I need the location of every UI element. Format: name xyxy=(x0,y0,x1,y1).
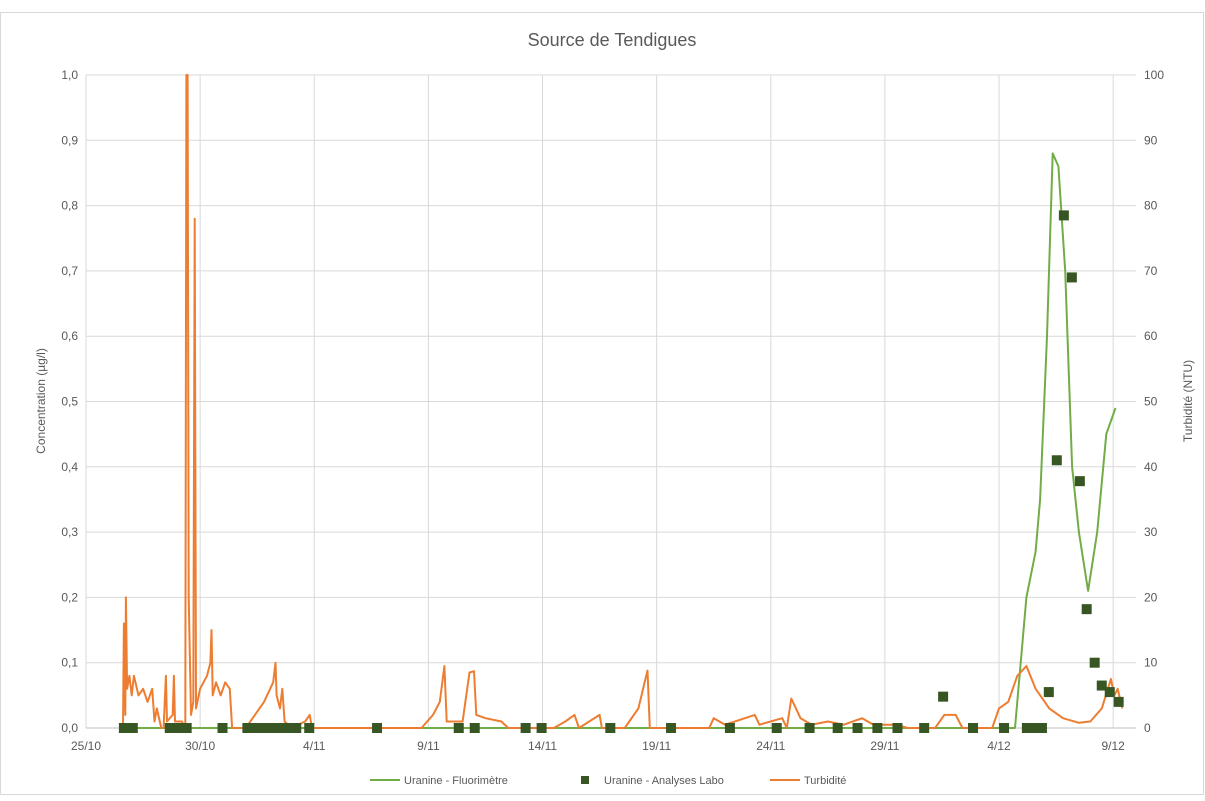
scatter-point xyxy=(968,723,979,733)
x-tick-label: 14/11 xyxy=(528,739,557,753)
y-tick-label: 0,1 xyxy=(61,656,78,670)
scatter-point xyxy=(771,723,782,733)
y2-tick-label: 0 xyxy=(1144,721,1151,735)
scatter-point xyxy=(242,723,253,733)
y-tick-label: 0,2 xyxy=(61,590,78,604)
grid: 0,0 0,1 0,2 0,3 0,4 0,5 0,6 0,7 0,8 0,9 1,0 0 10 20 30… xyxy=(61,68,1164,753)
scatter-point xyxy=(164,723,175,733)
scatter-point xyxy=(666,723,677,733)
y2-tick-label: 90 xyxy=(1144,133,1158,147)
y2-tick-label: 30 xyxy=(1144,525,1158,539)
plot-area xyxy=(118,74,1124,733)
x-tick-label: 24/11 xyxy=(756,739,785,753)
x-tick-label: 30/10 xyxy=(185,739,215,753)
y2-tick-label: 10 xyxy=(1144,656,1158,670)
y-tick-label: 0,3 xyxy=(61,525,78,539)
y-tick-label: 0,9 xyxy=(61,133,78,147)
y-tick-label: 1,0 xyxy=(61,68,78,82)
scatter-point xyxy=(469,723,480,733)
y2-axis-label: Turbidité (NTU) xyxy=(1181,360,1195,442)
scatter-point xyxy=(118,723,129,733)
scatter-point xyxy=(832,723,843,733)
scatter-point xyxy=(605,723,616,733)
y-tick-label: 0,6 xyxy=(61,329,78,343)
y2-tick-label: 80 xyxy=(1144,199,1158,213)
y2-tick-label: 60 xyxy=(1144,329,1158,343)
x-tick-label: 25/10 xyxy=(71,739,101,753)
x-tick-label: 19/11 xyxy=(642,739,671,753)
y2-tick-label: 40 xyxy=(1144,460,1158,474)
y-tick-label: 0,0 xyxy=(61,721,78,735)
legend-label: Uranine - Analyses Labo xyxy=(604,775,724,787)
scatter-point xyxy=(291,723,302,733)
scatter-point xyxy=(999,723,1010,733)
chart-border xyxy=(0,12,1204,795)
scatter-point xyxy=(1043,687,1054,698)
y-tick-label: 0,5 xyxy=(61,395,78,409)
scatter-point xyxy=(1096,680,1107,691)
line-series xyxy=(122,74,1124,729)
y2-tick-label: 50 xyxy=(1144,395,1158,409)
y-axis-label: Concentration (µg/l) xyxy=(34,348,48,454)
x-tick-label: 29/11 xyxy=(870,739,899,753)
scatter-point xyxy=(281,723,292,733)
scatter-point xyxy=(892,723,903,733)
scatter-point xyxy=(217,723,228,733)
scatter-point xyxy=(1021,723,1032,733)
scatter-point xyxy=(938,691,949,702)
y2-tick-label: 70 xyxy=(1144,264,1158,278)
scatter-point xyxy=(1104,687,1115,698)
legend-marker xyxy=(581,776,589,784)
scatter-point xyxy=(1074,476,1085,487)
scatter-point xyxy=(1058,210,1069,221)
scatter-point xyxy=(1028,723,1039,733)
legend-label: Uranine - Fluorimètre xyxy=(404,775,508,787)
scatter-point xyxy=(127,723,138,733)
scatter-point xyxy=(304,723,315,733)
scatter-point xyxy=(264,723,275,733)
y2-tick-label: 100 xyxy=(1144,68,1164,82)
x-tick-label: 4/11 xyxy=(303,739,326,753)
scatter-point xyxy=(172,723,183,733)
x-tick-label: 9/11 xyxy=(417,739,440,753)
chart-title: Source de Tendigues xyxy=(528,30,697,50)
scatter-point xyxy=(724,723,735,733)
y-tick-label: 0,4 xyxy=(61,460,78,474)
x-tick-label: 9/12 xyxy=(1101,739,1125,753)
scatter-point xyxy=(372,723,383,733)
y2-tick-label: 20 xyxy=(1144,590,1158,604)
scatter-point xyxy=(1081,604,1092,615)
scatter-point xyxy=(852,723,863,733)
y-tick-label: 0,8 xyxy=(61,199,78,213)
scatter-point xyxy=(1051,455,1062,466)
legend: Uranine - Fluorimètre Uranine - Analyses … xyxy=(370,775,846,787)
x-tick-label: 4/12 xyxy=(987,739,1011,753)
scatter-point xyxy=(872,723,883,733)
scatter-point xyxy=(453,723,464,733)
y-tick-label: 0,7 xyxy=(61,264,78,278)
scatter-point xyxy=(181,723,192,733)
scatter-point xyxy=(919,723,930,733)
scatter-point xyxy=(536,723,547,733)
scatter-point xyxy=(1113,696,1124,707)
line-series xyxy=(122,152,1117,729)
scatter-point xyxy=(1066,272,1077,283)
scatter-point xyxy=(520,723,531,733)
legend-label: Turbidité xyxy=(804,775,846,787)
scatter-point xyxy=(804,723,815,733)
scatter-point xyxy=(272,723,283,733)
scatter-point xyxy=(1089,657,1100,668)
scatter-point xyxy=(249,723,260,733)
scatter-point xyxy=(256,723,267,733)
scatter-point xyxy=(1036,723,1047,733)
